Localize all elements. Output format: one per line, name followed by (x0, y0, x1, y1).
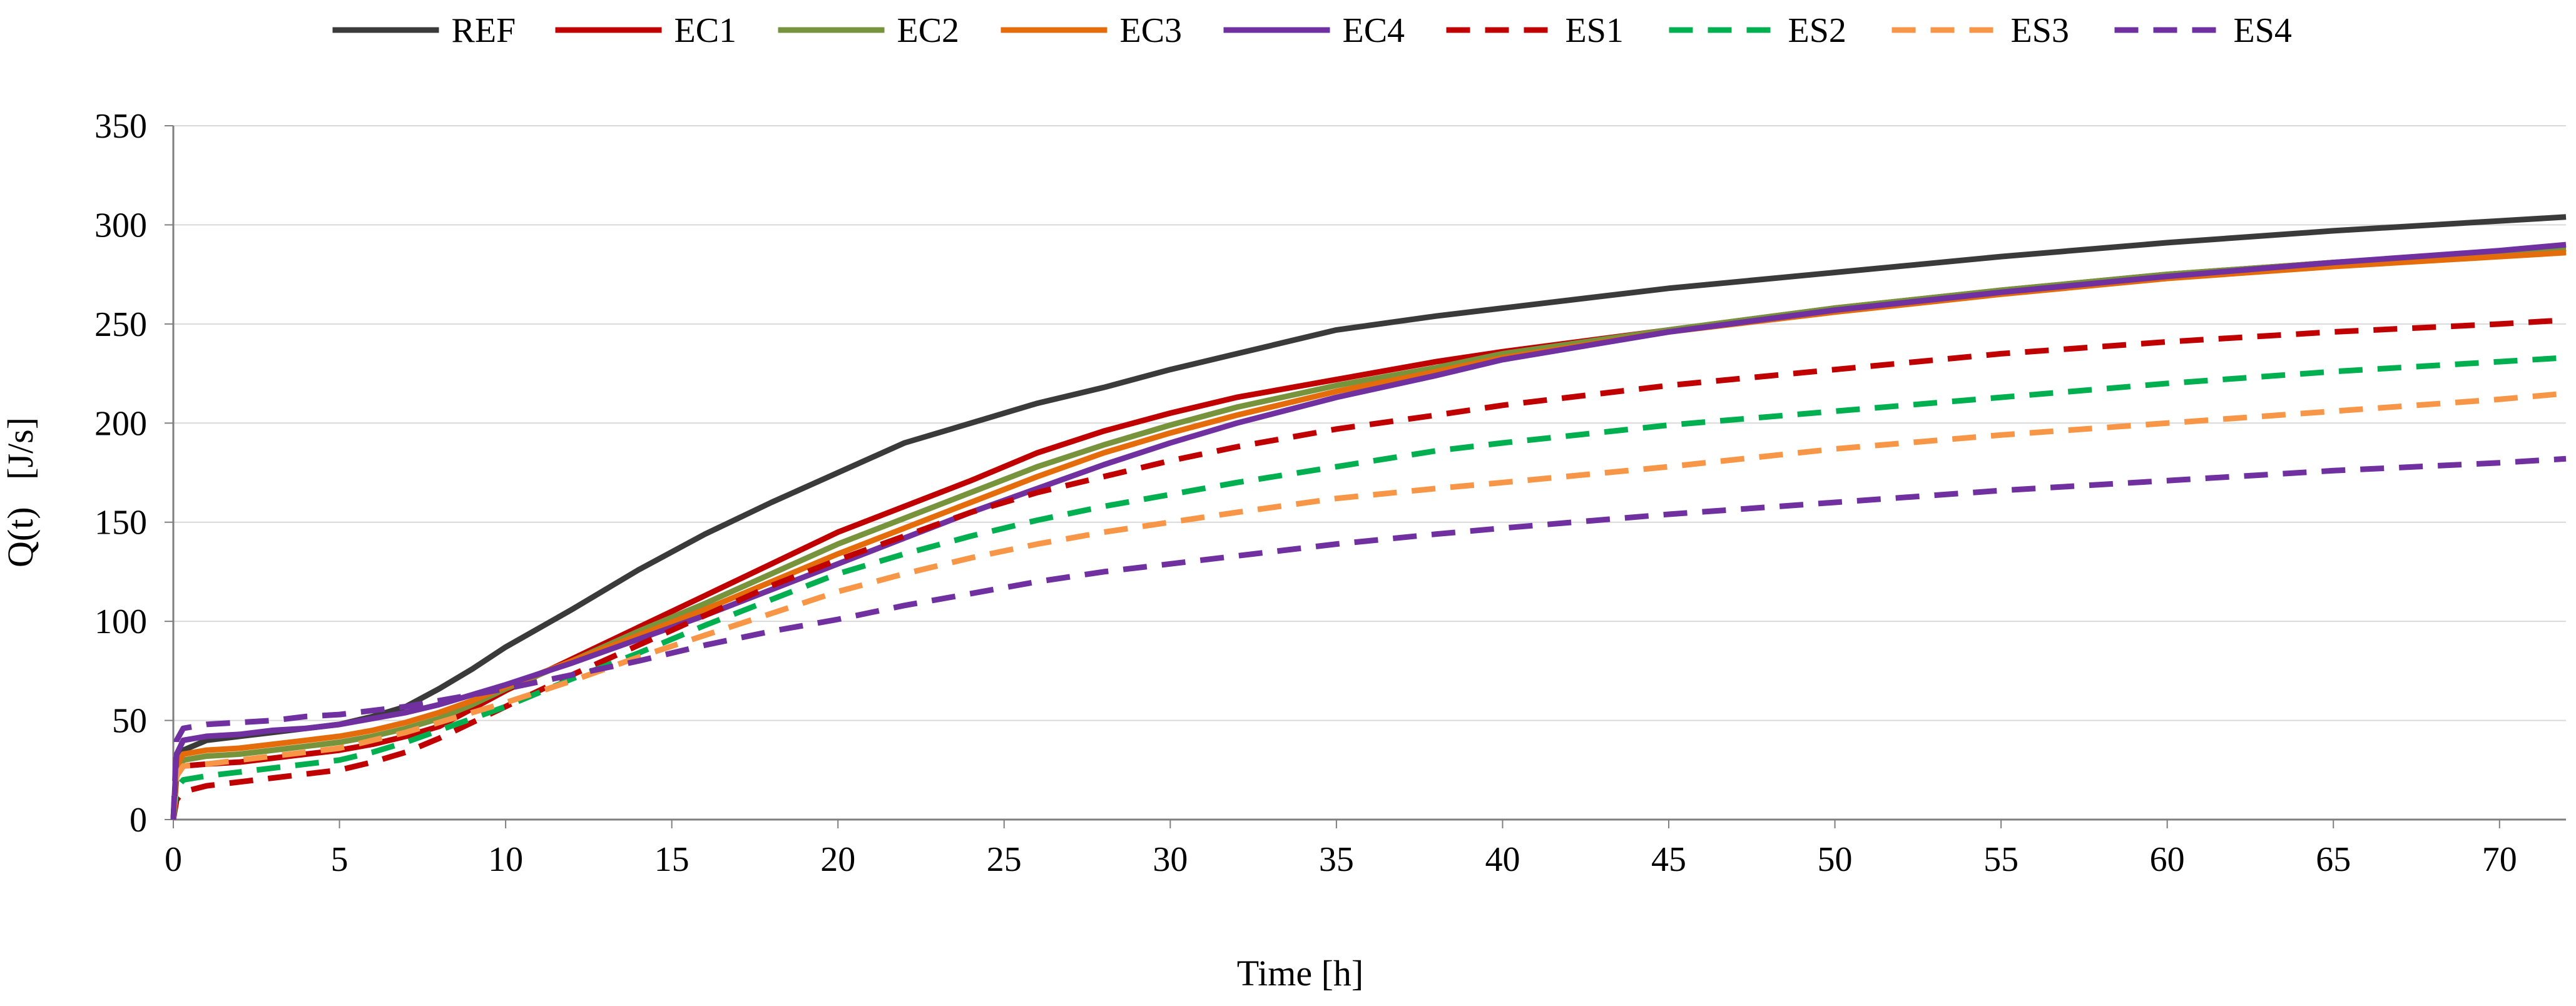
x-tick-label: 25 (987, 840, 1022, 879)
legend-item-ec4: EC4 (1223, 11, 1405, 50)
series-line-es3 (170, 390, 2567, 820)
series-lines (170, 214, 2567, 820)
x-tick-label: 60 (2150, 840, 2185, 879)
y-tick-label: 200 (94, 404, 147, 443)
y-tick-label: 50 (112, 702, 147, 741)
x-tick-label: 30 (1153, 840, 1188, 879)
y-tick-label: 150 (94, 504, 147, 542)
series-line-ec4 (170, 241, 2567, 820)
series-line-ec2 (170, 246, 2567, 820)
y-tick-label: 300 (94, 206, 147, 245)
legend-item-es4: ES4 (2114, 11, 2292, 50)
x-tick-label: 20 (820, 840, 855, 879)
x-tick-label: 70 (2482, 840, 2517, 879)
legend-label: ES1 (1565, 11, 1624, 50)
legend-label: ES3 (2011, 11, 2069, 50)
legend-label: EC2 (897, 11, 960, 50)
legend-item-es2: ES2 (1669, 11, 1846, 50)
y-tick-label: 0 (130, 801, 147, 840)
x-tick-label: 65 (2316, 840, 2351, 879)
legend-item-es1: ES1 (1446, 11, 1624, 50)
axes (165, 125, 2566, 828)
tick-labels: 0 50 100 150 200 250 300 350 0 5 10 15 20 25 30 35 40 45 5… (94, 107, 2517, 879)
series-line-es4 (170, 455, 2567, 820)
legend-label: ES2 (1788, 11, 1846, 50)
series-line-ref (170, 214, 2567, 820)
legend-item-es3: ES3 (1891, 11, 2069, 50)
x-tick-label: 10 (488, 840, 523, 879)
series-line-es1 (170, 317, 2567, 820)
x-tick-label: 55 (1983, 840, 2019, 879)
legend-label: EC4 (1343, 11, 1405, 50)
y-tick-label: 350 (94, 107, 147, 146)
y-tick-label: 250 (94, 305, 147, 344)
series-line-ec1 (170, 246, 2567, 820)
series-line-es2 (170, 355, 2567, 820)
x-tick-label: 50 (1818, 840, 1853, 879)
y-axis-title: Q(t) [J/s] (0, 417, 41, 567)
x-axis-title: Time [h] (1237, 953, 1364, 993)
x-tick-label: 5 (331, 840, 349, 879)
legend-item-ec3: EC3 (1000, 11, 1183, 50)
x-tick-label: 45 (1651, 840, 1686, 879)
legend-item-ec1: EC1 (555, 11, 737, 50)
x-tick-label: 15 (654, 840, 690, 879)
x-tick-label: 40 (1485, 840, 1520, 879)
legend: REF EC1 EC2 EC3 EC4 ES1 ES2 ES3 ES4 (332, 11, 2292, 50)
legend-label: REF (452, 11, 516, 50)
series-line-ec3 (170, 250, 2567, 820)
legend-item-ref: REF (332, 11, 516, 50)
x-tick-label: 0 (165, 840, 182, 879)
legend-item-ec2: EC2 (778, 11, 960, 50)
legend-label: EC1 (675, 11, 737, 50)
legend-label: ES4 (2234, 11, 2292, 50)
legend-label: EC3 (1120, 11, 1183, 50)
y-tick-label: 100 (94, 602, 147, 641)
x-tick-label: 35 (1319, 840, 1354, 879)
